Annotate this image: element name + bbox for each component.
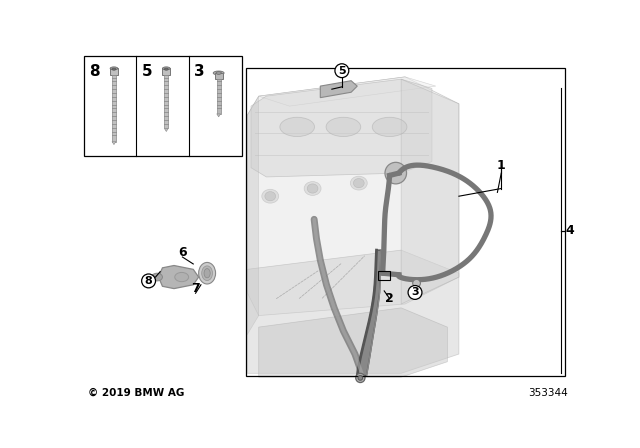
Polygon shape (251, 79, 432, 177)
Ellipse shape (202, 266, 212, 280)
Polygon shape (357, 250, 381, 375)
Polygon shape (247, 250, 459, 373)
Text: 4: 4 (565, 224, 574, 237)
Text: 2: 2 (385, 292, 394, 305)
Polygon shape (401, 79, 459, 304)
Polygon shape (217, 114, 221, 117)
Polygon shape (259, 308, 447, 377)
Ellipse shape (262, 190, 279, 203)
Bar (112, 75, 116, 142)
Ellipse shape (265, 192, 276, 201)
Text: © 2019 BMW AG: © 2019 BMW AG (88, 388, 184, 397)
Ellipse shape (326, 117, 361, 137)
Bar (215, 73, 223, 79)
Ellipse shape (110, 67, 118, 70)
Polygon shape (259, 77, 436, 106)
Ellipse shape (163, 67, 170, 70)
Ellipse shape (204, 269, 210, 278)
Bar (246, 68, 565, 375)
Polygon shape (160, 266, 198, 289)
Bar (378, 271, 390, 280)
Text: 7: 7 (191, 282, 200, 295)
Ellipse shape (213, 71, 224, 75)
Ellipse shape (372, 117, 407, 137)
Ellipse shape (350, 176, 367, 190)
Circle shape (141, 274, 156, 288)
Bar (110, 69, 118, 75)
Ellipse shape (175, 272, 189, 282)
Ellipse shape (304, 181, 321, 195)
Text: 8: 8 (90, 64, 100, 79)
Bar (164, 75, 168, 129)
Text: 3: 3 (194, 64, 205, 79)
Ellipse shape (307, 184, 318, 193)
Bar (163, 69, 170, 75)
Polygon shape (112, 142, 116, 145)
Text: 1: 1 (497, 159, 506, 172)
Ellipse shape (164, 68, 168, 70)
Polygon shape (320, 81, 357, 98)
Text: 5: 5 (141, 64, 152, 79)
Polygon shape (164, 129, 168, 132)
Ellipse shape (216, 72, 221, 74)
Text: 6: 6 (178, 246, 187, 259)
Text: 3: 3 (411, 288, 419, 297)
Ellipse shape (280, 117, 314, 137)
Circle shape (385, 162, 406, 184)
Circle shape (408, 285, 422, 299)
Circle shape (413, 280, 420, 287)
Bar (84, 56, 242, 156)
Polygon shape (247, 96, 259, 335)
Ellipse shape (112, 68, 116, 70)
Circle shape (335, 64, 349, 78)
Circle shape (356, 373, 365, 383)
Text: 353344: 353344 (529, 388, 568, 397)
Polygon shape (247, 77, 459, 315)
Text: 8: 8 (145, 276, 152, 286)
Ellipse shape (198, 263, 216, 284)
Circle shape (358, 375, 363, 380)
Ellipse shape (152, 273, 163, 281)
Bar (217, 79, 221, 114)
Text: 5: 5 (338, 66, 346, 76)
Ellipse shape (353, 178, 364, 188)
